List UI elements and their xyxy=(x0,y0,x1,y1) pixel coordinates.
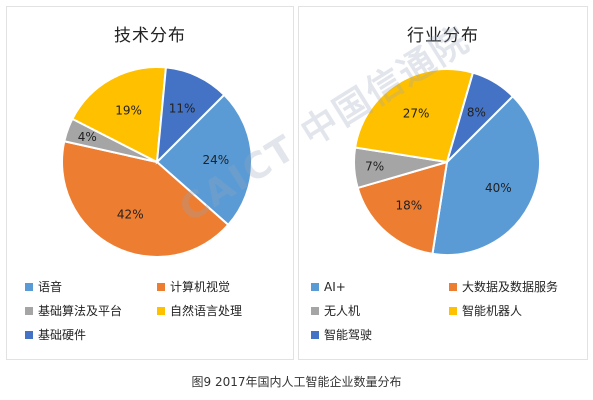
legend-label: 语音 xyxy=(38,280,63,294)
legend-label: 大数据及数据服务 xyxy=(462,280,559,294)
tech-distribution-panel: 技术分布 24% 42% 4% 19% 11% 语音 计算机视觉基础算法及平台 自然语言处理… xyxy=(6,6,294,360)
legend-label: 无人机 xyxy=(324,304,361,318)
legend-swatch xyxy=(311,307,319,315)
slice-value-label: 40% xyxy=(485,181,512,195)
pie-slice xyxy=(356,160,449,255)
pie-slice xyxy=(431,94,541,256)
pie-slice xyxy=(446,71,515,163)
pie-slice xyxy=(155,66,226,165)
legend-label: 基础算法及平台 xyxy=(38,304,123,318)
legend-swatch xyxy=(449,283,457,291)
legend-swatch xyxy=(311,283,319,291)
legend-swatch xyxy=(25,331,33,339)
slice-value-label: 19% xyxy=(115,103,142,117)
legend-label: 基础硬件 xyxy=(38,328,87,342)
slice-value-label: 18% xyxy=(396,198,423,212)
legend-label: 计算机视觉 xyxy=(170,280,231,294)
legend-swatch xyxy=(157,307,165,315)
legend-swatch xyxy=(157,283,165,291)
legend-swatch xyxy=(311,331,319,339)
legend-label: 自然语言处理 xyxy=(170,304,243,318)
slice-value-label: 27% xyxy=(403,106,430,120)
industry-distribution-panel: 行业分布 40% 18% 7% 27% 8% AI+ 大数据及数据服务无人机 智能机器人智能… xyxy=(298,6,588,360)
legend-swatch xyxy=(449,307,457,315)
slice-value-label: 7% xyxy=(365,160,384,174)
tech-distribution-pie: 24% 42% 4% 19% 11% xyxy=(61,66,253,258)
legend-swatch xyxy=(25,283,33,291)
legend-label: AI+ xyxy=(324,280,346,294)
pie-slice xyxy=(71,66,168,164)
slice-value-label: 11% xyxy=(169,102,196,116)
pie-slice xyxy=(354,68,475,164)
slice-value-label: 42% xyxy=(117,207,144,221)
legend-swatch xyxy=(25,307,33,315)
pie-slice xyxy=(155,93,253,227)
figure-caption: 图9 2017年国内人工智能企业数量分布 xyxy=(191,375,402,389)
slice-value-label: 8% xyxy=(467,105,486,119)
legend-label: 智能机器人 xyxy=(462,304,523,318)
chart-title: 行业分布 xyxy=(407,26,479,46)
slice-value-label: 4% xyxy=(78,130,97,144)
industry-distribution-pie: 40% 18% 7% 27% 8% xyxy=(353,68,541,256)
legend-label: 智能驾驶 xyxy=(324,328,373,342)
pie-slice xyxy=(61,140,230,258)
slice-value-label: 24% xyxy=(203,153,230,167)
chart-title: 技术分布 xyxy=(114,26,186,46)
